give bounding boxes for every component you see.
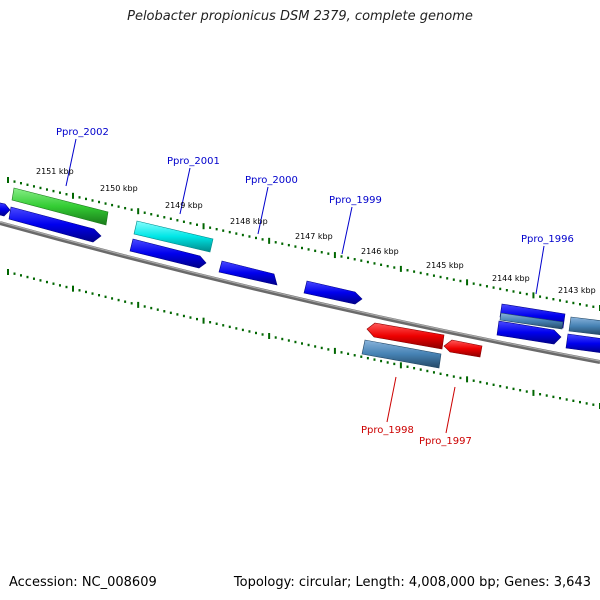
gene-arrow-green[interactable] xyxy=(11,187,109,226)
gene-arrow-blue[interactable] xyxy=(218,260,278,286)
gene-label[interactable]: Ppro_2001 xyxy=(167,156,220,167)
gene-arrow-blue[interactable] xyxy=(8,206,102,243)
leader-line xyxy=(65,138,77,187)
leader-line xyxy=(257,186,269,235)
leader-line xyxy=(179,167,191,215)
gene-arrow-red[interactable] xyxy=(443,339,483,358)
scale-label: 2151 kbp xyxy=(36,167,74,176)
scale-label: 2143 kbp xyxy=(558,286,596,295)
map-title: Pelobacter propionicus DSM 2379, complet… xyxy=(127,9,473,24)
gene-labels: Ppro_2002 Ppro_2001 Ppro_2000 Ppro_1999 … xyxy=(56,127,574,447)
scale-label: 2148 kbp xyxy=(230,217,268,226)
gene-features xyxy=(0,187,600,369)
gene-label[interactable]: Ppro_1999 xyxy=(329,195,382,206)
scale-label: 2144 kbp xyxy=(492,274,530,283)
scale-label: 2150 kbp xyxy=(100,184,138,193)
gene-label[interactable]: Ppro_2002 xyxy=(56,127,109,138)
gene-arrow-cyan[interactable] xyxy=(133,220,214,253)
gene-arrow-steel[interactable] xyxy=(499,312,564,330)
gene-arrow-steel[interactable] xyxy=(568,316,600,335)
gene-arrow-steel[interactable] xyxy=(361,339,442,369)
gene-label[interactable]: Ppro_1998 xyxy=(361,425,414,436)
scale-ticks-reverse xyxy=(7,269,600,409)
genome-backbone xyxy=(0,221,600,364)
gene-arrow-blue[interactable] xyxy=(496,320,562,345)
accession-label: Accession: NC_008609 xyxy=(9,575,157,590)
gene-arrow-blue[interactable] xyxy=(0,202,11,217)
leader-line xyxy=(535,245,545,295)
gene-label[interactable]: Ppro_1997 xyxy=(419,436,472,447)
scale-label: 2149 kbp xyxy=(165,201,203,210)
topology-summary: Topology: circular; Length: 4,008,000 bp… xyxy=(233,575,591,590)
gene-label[interactable]: Ppro_1996 xyxy=(521,234,574,245)
scale-labels: 2151 kbp 2150 kbp 2149 kbp 2148 kbp 2147… xyxy=(36,167,596,295)
gene-label-leaders xyxy=(65,138,545,434)
leader-line xyxy=(445,386,456,434)
scale-ticks-forward xyxy=(7,177,600,311)
leader-line xyxy=(341,206,353,255)
gene-label[interactable]: Ppro_2000 xyxy=(245,175,298,186)
gene-arrow-blue[interactable] xyxy=(303,280,363,305)
scale-label: 2145 kbp xyxy=(426,261,464,270)
scale-label: 2146 kbp xyxy=(361,247,399,256)
gene-arrow-blue[interactable] xyxy=(565,333,600,353)
gene-arrow-blue[interactable] xyxy=(129,238,207,269)
leader-line xyxy=(386,376,397,423)
scale-label: 2147 kbp xyxy=(295,232,333,241)
gene-arrow-red[interactable] xyxy=(366,322,445,350)
